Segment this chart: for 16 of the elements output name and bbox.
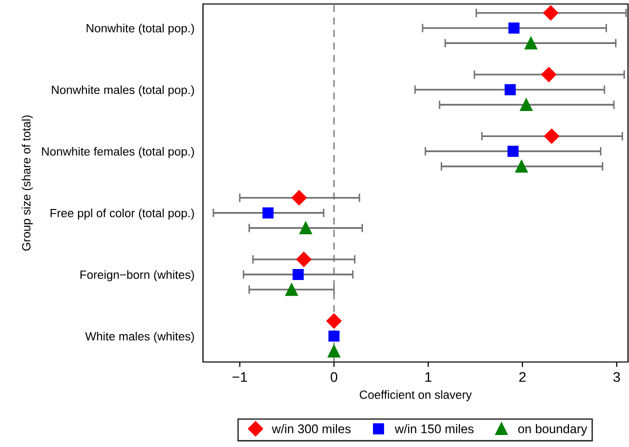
y-tick-label: Nonwhite (total pop.) <box>86 24 194 35</box>
legend-label: w/in 150 miles <box>394 424 474 434</box>
x-tick-label: 2 <box>519 372 526 382</box>
x-axis-title: Coefficient on slavery <box>360 390 472 402</box>
y-tick-label: Nonwhite females (total pop.) <box>42 146 194 158</box>
y-tick-label: Nonwhite males (total pop.) <box>52 85 194 96</box>
x-tick-label: 1 <box>425 372 432 382</box>
legend-label: on boundary <box>518 424 588 436</box>
x-tick-label: 3 <box>613 372 620 382</box>
y-tick-label: Foreign−born (whites) <box>80 270 194 282</box>
x-tick-label: 0 <box>330 372 338 382</box>
legend-label: w/in 300 miles <box>272 424 351 434</box>
y-tick-label: Free ppl of color (total pop.) <box>50 208 194 220</box>
y-tick-label: White males (whites) <box>85 332 194 343</box>
y-axis-title: Group size (share of total) <box>22 115 33 251</box>
x-tick-label: −1 <box>232 372 247 382</box>
